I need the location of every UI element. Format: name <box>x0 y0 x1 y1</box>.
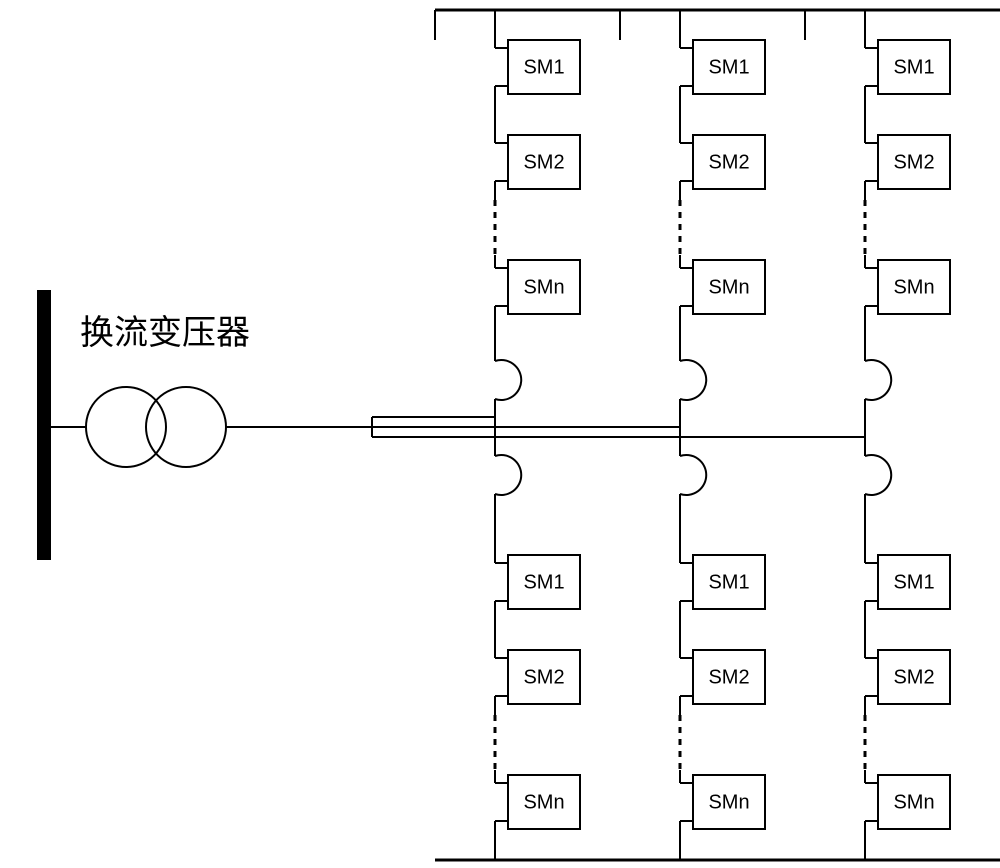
sm-label: SM2 <box>523 666 564 688</box>
sm-label: SMn <box>708 276 749 298</box>
sm-label: SMn <box>523 791 564 813</box>
transformer-secondary <box>146 387 226 467</box>
arm-inductor <box>865 455 891 495</box>
sm-label: SMn <box>523 276 564 298</box>
sm-label: SM1 <box>708 56 749 78</box>
sm-label: SMn <box>893 791 934 813</box>
arm-inductor <box>680 455 706 495</box>
sm-label: SM2 <box>708 666 749 688</box>
transformer-primary <box>86 387 166 467</box>
arm-inductor <box>495 455 521 495</box>
arm-inductor <box>495 360 521 400</box>
arm-inductor <box>680 360 706 400</box>
sm-label: SM2 <box>523 151 564 173</box>
sm-label: SM1 <box>893 56 934 78</box>
sm-label: SM2 <box>893 666 934 688</box>
sm-label: SM1 <box>893 571 934 593</box>
arm-inductor <box>865 360 891 400</box>
sm-label: SMn <box>893 276 934 298</box>
sm-label: SM1 <box>708 571 749 593</box>
sm-label: SM2 <box>708 151 749 173</box>
transformer-label: 换流变压器 <box>80 314 250 352</box>
sm-label: SM1 <box>523 571 564 593</box>
sm-label: SM2 <box>893 151 934 173</box>
sm-label: SM1 <box>523 56 564 78</box>
sm-label: SMn <box>708 791 749 813</box>
